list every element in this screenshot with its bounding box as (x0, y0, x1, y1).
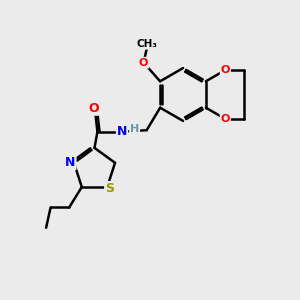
Text: S: S (105, 182, 114, 195)
Text: N: N (65, 156, 76, 169)
Text: O: O (220, 65, 230, 75)
Text: CH₃: CH₃ (137, 39, 158, 49)
Text: O: O (139, 58, 148, 68)
Text: O: O (88, 102, 99, 115)
Text: O: O (220, 114, 230, 124)
Text: H: H (130, 124, 139, 134)
Text: N: N (117, 125, 127, 138)
